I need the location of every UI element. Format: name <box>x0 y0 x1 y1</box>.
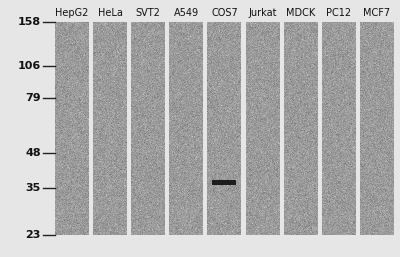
Text: SVT2: SVT2 <box>136 8 160 18</box>
Text: Jurkat: Jurkat <box>249 8 277 18</box>
Text: HepG2: HepG2 <box>55 8 89 18</box>
Text: 106: 106 <box>18 61 41 71</box>
Text: MCF7: MCF7 <box>364 8 390 18</box>
Text: PC12: PC12 <box>326 8 352 18</box>
Text: COS7: COS7 <box>212 8 238 18</box>
Text: 158: 158 <box>18 17 41 27</box>
Text: 35: 35 <box>26 183 41 193</box>
Text: 48: 48 <box>25 148 41 158</box>
Text: 79: 79 <box>25 93 41 103</box>
Text: A549: A549 <box>174 8 198 18</box>
Text: MDCK: MDCK <box>286 8 316 18</box>
Text: 23: 23 <box>26 230 41 240</box>
Text: HeLa: HeLa <box>98 8 122 18</box>
